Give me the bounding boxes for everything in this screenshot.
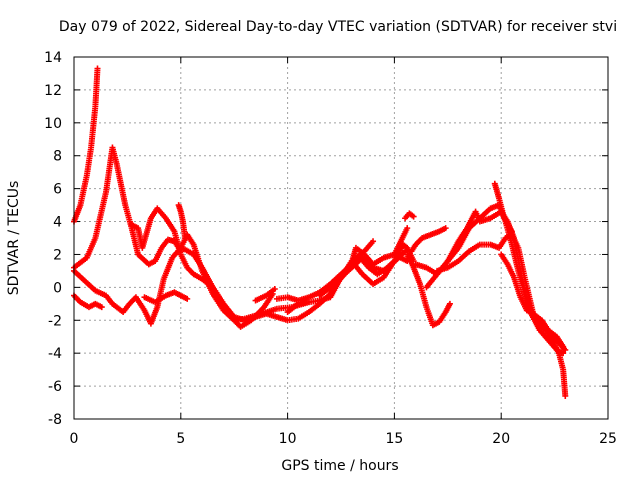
data-point (182, 235, 189, 241)
y-tick-label: 6 (53, 182, 62, 198)
x-tick-label: 10 (279, 431, 297, 447)
series-track-4 (71, 292, 105, 311)
chart-title: Day 079 of 2022, Sidereal Day-to-day VTE… (59, 19, 617, 35)
data-point (271, 286, 278, 293)
x-tick-label: 20 (492, 431, 510, 447)
y-axis-label: SDTVAR / TECUs (6, 181, 22, 296)
y-tick-label: 10 (44, 116, 62, 132)
series-track-14 (402, 210, 417, 222)
series-track-21 (498, 251, 567, 350)
data-point (404, 225, 411, 232)
series-track-8 (252, 286, 278, 304)
series-track-16 (408, 225, 449, 255)
y-tick-label: -2 (48, 313, 62, 329)
y-tick-label: 0 (53, 280, 62, 296)
series-track-12 (327, 238, 377, 294)
data-point (98, 304, 105, 311)
data-point (391, 258, 398, 265)
y-tick-label: 4 (53, 215, 62, 231)
series-track-20 (491, 180, 515, 235)
data-point (402, 248, 409, 255)
data-point (562, 346, 569, 353)
data-marks (71, 65, 569, 399)
data-point (370, 238, 377, 245)
x-tick-label: 5 (176, 431, 185, 447)
data-point (562, 392, 569, 399)
y-tick-label: 8 (53, 149, 62, 165)
x-tick-label: 15 (385, 431, 403, 447)
y-tick-label: -8 (48, 412, 62, 428)
data-point (184, 295, 191, 302)
x-axis-label: GPS time / hours (281, 458, 398, 474)
data-point (560, 343, 567, 350)
plot-frame (73, 56, 609, 420)
series-track-7 (175, 202, 189, 241)
series-track-6 (141, 289, 191, 306)
x-tick-label: 0 (70, 431, 79, 447)
x-tick-label: 25 (599, 431, 617, 447)
axis-ticks: 0 5 10 15 20 25 -8 -6 -4 -2 0 2 4 6 8 10 12 14 (44, 50, 617, 447)
data-point (94, 65, 101, 72)
data-point (410, 213, 417, 220)
data-point (508, 228, 515, 235)
y-tick-label: 2 (53, 247, 62, 263)
series-track-1 (71, 65, 101, 225)
series-track-15 (404, 251, 453, 329)
y-tick-label: -6 (48, 379, 62, 395)
data-point (442, 225, 449, 232)
y-tick-label: -4 (48, 346, 62, 362)
data-point (446, 300, 453, 307)
y-tick-label: 12 (44, 83, 62, 99)
series-track-13 (391, 225, 411, 258)
y-tick-label: 14 (44, 50, 62, 66)
